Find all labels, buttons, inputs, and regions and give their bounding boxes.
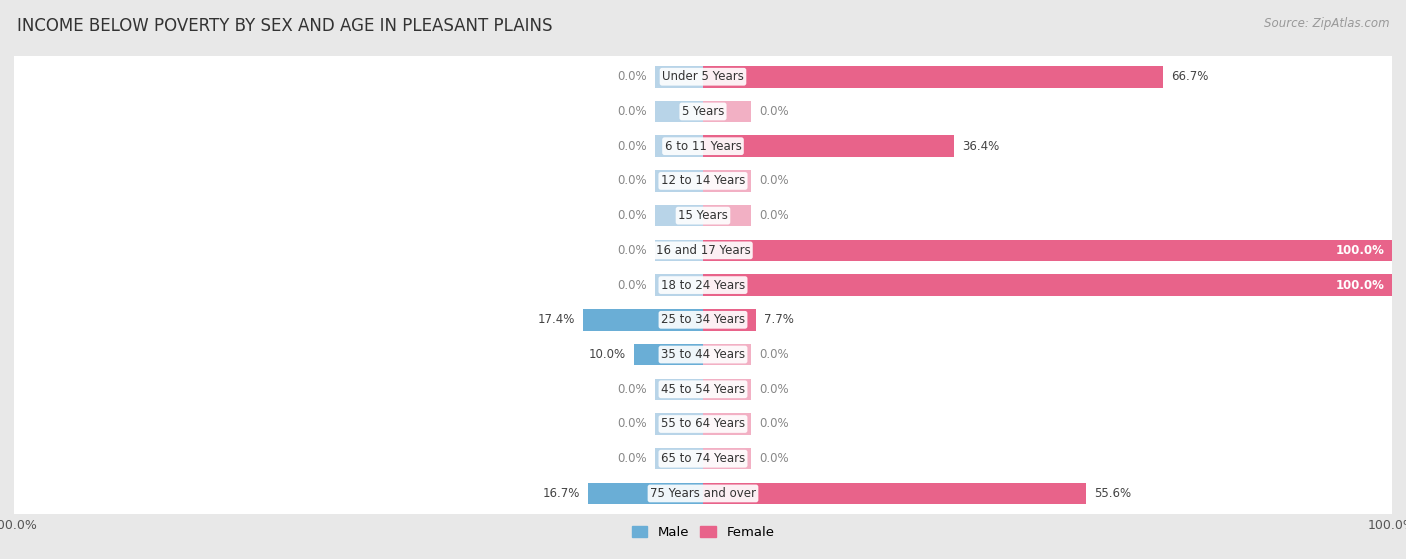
Text: 15 Years: 15 Years [678,209,728,222]
Bar [655,135,703,157]
Text: 0.0%: 0.0% [759,452,789,465]
Text: 45 to 54 Years: 45 to 54 Years [661,383,745,396]
Text: 0.0%: 0.0% [759,174,789,187]
Bar [703,413,751,435]
FancyBboxPatch shape [1,188,1405,243]
Legend: Male, Female: Male, Female [626,521,780,544]
Text: 0.0%: 0.0% [759,105,789,118]
Bar [655,240,703,261]
Text: 65 to 74 Years: 65 to 74 Years [661,452,745,465]
FancyBboxPatch shape [1,50,1405,104]
Bar [703,205,751,226]
Text: 0.0%: 0.0% [617,140,647,153]
Bar [703,170,751,192]
Text: 16 and 17 Years: 16 and 17 Years [655,244,751,257]
Text: 0.0%: 0.0% [759,209,789,222]
Text: 0.0%: 0.0% [617,70,647,83]
Bar [634,344,703,366]
Bar [703,448,751,470]
Bar [655,448,703,470]
FancyBboxPatch shape [1,84,1405,139]
Text: INCOME BELOW POVERTY BY SEX AND AGE IN PLEASANT PLAINS: INCOME BELOW POVERTY BY SEX AND AGE IN P… [17,17,553,35]
Bar [655,170,703,192]
FancyBboxPatch shape [1,293,1405,347]
Bar [703,66,1163,88]
FancyBboxPatch shape [1,154,1405,208]
Text: 12 to 14 Years: 12 to 14 Years [661,174,745,187]
Text: 0.0%: 0.0% [617,418,647,430]
Text: 0.0%: 0.0% [617,105,647,118]
Text: 0.0%: 0.0% [617,174,647,187]
Bar [655,101,703,122]
Bar [655,66,703,88]
Bar [703,101,751,122]
Text: 17.4%: 17.4% [537,313,575,326]
Text: 55.6%: 55.6% [1094,487,1132,500]
Text: 7.7%: 7.7% [765,313,794,326]
Text: 6 to 11 Years: 6 to 11 Years [665,140,741,153]
FancyBboxPatch shape [1,258,1405,312]
Text: 100.0%: 100.0% [1336,244,1385,257]
Text: 36.4%: 36.4% [962,140,1000,153]
Bar [655,413,703,435]
Text: 25 to 34 Years: 25 to 34 Years [661,313,745,326]
Text: 66.7%: 66.7% [1171,70,1208,83]
Text: 0.0%: 0.0% [617,278,647,292]
Text: 0.0%: 0.0% [617,383,647,396]
FancyBboxPatch shape [1,466,1405,520]
Bar [703,274,1392,296]
Text: 0.0%: 0.0% [617,209,647,222]
Text: 0.0%: 0.0% [759,383,789,396]
FancyBboxPatch shape [1,119,1405,173]
Text: 0.0%: 0.0% [759,348,789,361]
Bar [703,482,1085,504]
Bar [655,274,703,296]
Text: 18 to 24 Years: 18 to 24 Years [661,278,745,292]
Text: 5 Years: 5 Years [682,105,724,118]
FancyBboxPatch shape [1,397,1405,451]
Bar [583,309,703,330]
Text: 0.0%: 0.0% [617,244,647,257]
FancyBboxPatch shape [1,432,1405,486]
FancyBboxPatch shape [1,328,1405,382]
Text: 10.0%: 10.0% [589,348,626,361]
Text: 0.0%: 0.0% [617,452,647,465]
FancyBboxPatch shape [1,223,1405,277]
Text: 55 to 64 Years: 55 to 64 Years [661,418,745,430]
Text: 100.0%: 100.0% [1336,278,1385,292]
FancyBboxPatch shape [1,362,1405,416]
Bar [588,482,703,504]
Text: 35 to 44 Years: 35 to 44 Years [661,348,745,361]
Bar [703,240,1392,261]
Text: 75 Years and over: 75 Years and over [650,487,756,500]
Bar [703,344,751,366]
Bar [703,309,756,330]
Bar [703,378,751,400]
Bar [655,205,703,226]
Text: Source: ZipAtlas.com: Source: ZipAtlas.com [1264,17,1389,30]
Text: 0.0%: 0.0% [759,418,789,430]
Text: 16.7%: 16.7% [543,487,579,500]
Bar [703,135,953,157]
Text: Under 5 Years: Under 5 Years [662,70,744,83]
Bar [655,378,703,400]
